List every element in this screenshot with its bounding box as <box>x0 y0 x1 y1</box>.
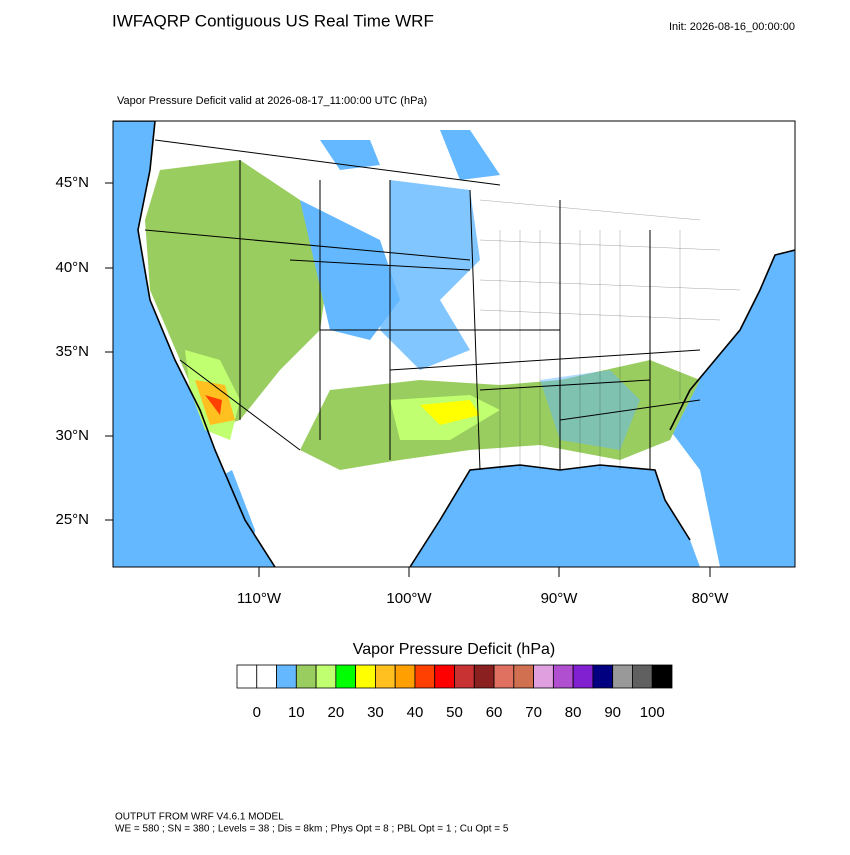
colorbar-box <box>276 664 297 689</box>
colorbar-label: 100 <box>640 704 665 721</box>
footer-line: OUTPUT FROM WRF V4.6.1 MODEL <box>115 812 284 823</box>
colorbar-box <box>632 664 653 689</box>
colorbar-box <box>315 664 337 689</box>
colorbar-box <box>592 664 614 689</box>
colorbar-box <box>375 664 396 689</box>
map-subtitle: Vapor Pressure Deficit valid at 2026-08-… <box>117 95 427 107</box>
lon-label: 110°W <box>237 590 282 607</box>
colorbar-box <box>335 664 357 689</box>
colorbar-box <box>414 664 436 689</box>
colorbar-label: 50 <box>446 704 463 721</box>
footer-line: WE = 580 ; SN = 380 ; Levels = 38 ; Dis … <box>115 824 509 835</box>
lat-label: 30°N <box>55 427 89 444</box>
colorbar-box <box>493 664 515 689</box>
init-time: Init: 2026-08-16_00:00:00 <box>669 21 795 33</box>
colorbar-box <box>612 664 633 689</box>
colorbar-box <box>355 664 376 689</box>
colorbar-label: 30 <box>367 704 384 721</box>
lon-label: 90°W <box>541 590 579 607</box>
lat-label: 40°N <box>55 259 89 276</box>
colorbar-box <box>552 664 574 689</box>
colorbar-label: 90 <box>604 704 621 721</box>
colorbar-box <box>454 664 475 689</box>
colorbar-box <box>295 664 317 689</box>
lat-label: 25°N <box>55 511 89 528</box>
lat-label: 35°N <box>55 343 89 360</box>
title: IWFAQRP Contiguous US Real Time WRF <box>112 11 434 30</box>
colorbar-label: 40 <box>407 704 424 721</box>
colorbar-box <box>394 664 416 689</box>
colorbar-title: Vapor Pressure Deficit (hPa) <box>353 641 555 658</box>
colorbar-box <box>473 664 495 689</box>
colorbar-label: 80 <box>565 704 582 721</box>
colorbar-box <box>651 664 673 689</box>
colorbar-box <box>533 664 554 689</box>
colorbar-label: 70 <box>525 704 542 721</box>
colorbar-label: 10 <box>288 704 305 721</box>
colorbar: Vapor Pressure Deficit (hPa) 0 10 20 30 40 50… <box>236 641 673 721</box>
lon-label: 100°W <box>386 590 432 607</box>
colorbar-label: 0 <box>253 704 261 721</box>
colorbar-label: 20 <box>328 704 345 721</box>
lat-label: 45°N <box>55 174 89 191</box>
colorbar-box <box>572 664 594 689</box>
colorbar-box <box>236 664 258 689</box>
colorbar-box <box>513 664 534 689</box>
map: 45°N 40°N 35°N 30°N 25°N 110°W 100°W 90°… <box>55 120 796 607</box>
colorbar-label: 60 <box>486 704 503 721</box>
colorbar-box <box>256 664 277 689</box>
lon-label: 80°W <box>692 590 730 607</box>
colorbar-box <box>434 664 455 689</box>
